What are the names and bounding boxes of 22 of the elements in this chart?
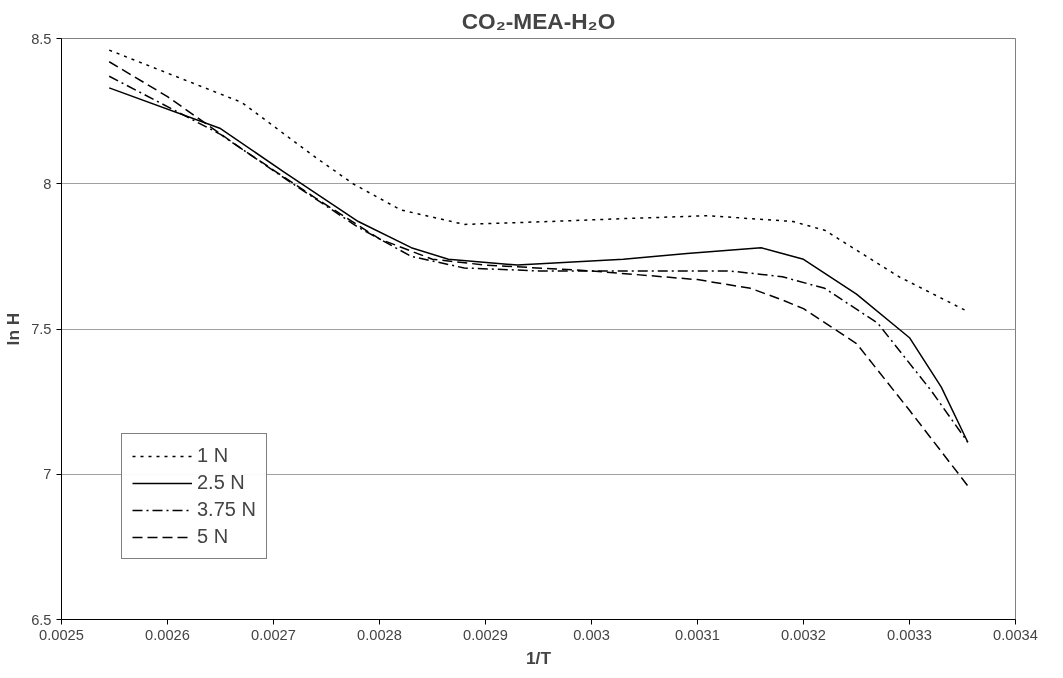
x-tick-label: 0.0033 bbox=[887, 626, 932, 643]
legend-label: 2.5 N bbox=[197, 471, 245, 494]
legend-label: 5 N bbox=[197, 525, 229, 548]
x-axis-title: 1/T bbox=[525, 647, 552, 668]
x-tick-label: 0.0029 bbox=[463, 626, 508, 643]
x-tick-label: 0.003 bbox=[573, 626, 610, 643]
y-tick-label: 8.5 bbox=[31, 30, 52, 47]
y-tick-label: 7 bbox=[43, 466, 52, 483]
chart-title: CO₂-MEA-H₂O bbox=[461, 7, 616, 34]
y-axis-title: ln H bbox=[3, 312, 24, 346]
x-tick-label: 0.0032 bbox=[781, 626, 826, 643]
y-tick-label: 7.5 bbox=[31, 321, 52, 337]
x-tick-label: 0.0031 bbox=[675, 626, 720, 643]
x-tick-label: 0.0027 bbox=[251, 626, 296, 643]
x-tick-label: 0.0025 bbox=[39, 626, 84, 643]
x-tick-label: 0.0026 bbox=[145, 626, 190, 643]
y-tick-label: 8 bbox=[43, 175, 52, 192]
legend-label: 3.75 N bbox=[197, 498, 256, 521]
y-tick-label: 6.5 bbox=[31, 611, 52, 628]
x-tick-label: 0.0034 bbox=[993, 626, 1038, 643]
legend-label: 1 N bbox=[197, 444, 229, 467]
x-tick-label: 0.0028 bbox=[357, 626, 402, 643]
